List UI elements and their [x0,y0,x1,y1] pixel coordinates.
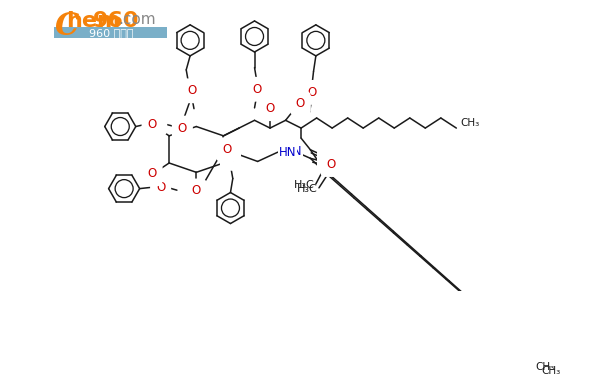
Text: O: O [222,143,231,156]
Text: O: O [148,118,157,132]
Text: .com: .com [119,12,156,27]
Text: O: O [307,86,316,99]
Text: HN: HN [284,145,302,158]
Text: O: O [226,152,235,165]
Text: CH₃: CH₃ [535,362,555,372]
Text: O: O [296,97,305,110]
Text: HN: HN [278,146,296,159]
Text: O: O [178,122,187,135]
Text: O: O [326,158,335,171]
Text: CH₃: CH₃ [541,366,560,375]
Text: O: O [148,167,157,180]
FancyBboxPatch shape [54,27,167,38]
Text: O: O [252,83,261,96]
Text: C: C [54,11,79,42]
Text: O: O [266,102,275,115]
Text: H₃C: H₃C [293,180,315,190]
Text: O: O [152,117,162,130]
Text: H₃C: H₃C [296,184,318,194]
Text: CH₃: CH₃ [460,118,480,128]
Text: O: O [323,153,332,166]
Text: 960 化工网: 960 化工网 [89,28,133,38]
Text: O: O [156,181,165,194]
Text: 960: 960 [93,11,140,31]
Text: hem: hem [66,11,120,31]
Text: O: O [192,184,201,198]
Text: O: O [187,84,196,98]
